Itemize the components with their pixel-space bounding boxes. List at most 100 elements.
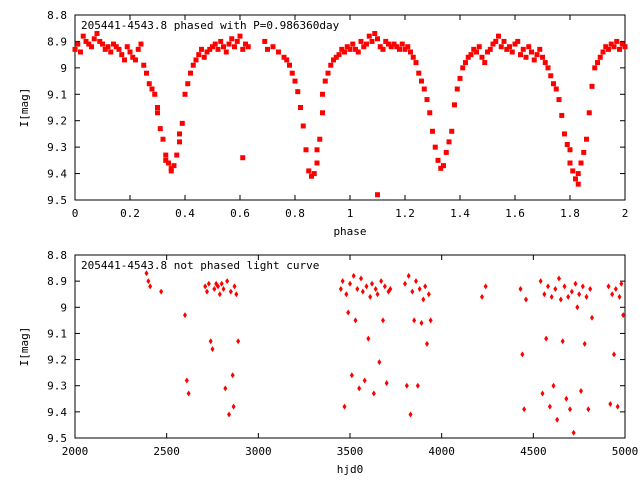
data-point (240, 46, 246, 52)
data-point (124, 44, 130, 50)
y-tick-label: 9.1 (47, 88, 67, 101)
data-point (210, 346, 215, 353)
data-point (144, 270, 149, 277)
data-point (551, 382, 556, 389)
data-point (435, 157, 441, 163)
data-point (581, 149, 587, 155)
data-point (610, 291, 615, 298)
data-point (210, 44, 215, 50)
data-point (216, 283, 220, 290)
data-point (370, 280, 374, 287)
data-point (331, 57, 336, 63)
data-point (584, 136, 589, 142)
data-point (417, 285, 422, 292)
data-point (212, 41, 218, 47)
data-point (351, 272, 356, 279)
data-point (546, 283, 550, 290)
data-point (423, 283, 428, 290)
data-point (537, 46, 543, 52)
data-point (579, 387, 583, 394)
data-point (424, 97, 430, 103)
data-points (144, 270, 626, 436)
data-point (544, 335, 549, 342)
data-point (350, 41, 356, 47)
phased-light-curve-panel: 8.8 8.9 9 9.1 9.2 9.3 9.4 9.5 0 0.2 0.4 0.6 0.8 1 1.2… (18, 9, 628, 238)
data-point (113, 44, 119, 50)
y-tick-labels: 8.8 8.9 9 9.1 9.2 9.3 9.4 9.5 (47, 9, 67, 207)
x-tick-label: 0.4 (175, 207, 195, 220)
x-tick-label: 0.6 (230, 207, 250, 220)
data-point (322, 78, 328, 84)
data-point (262, 38, 268, 44)
data-point (234, 291, 239, 298)
data-point (237, 33, 243, 39)
data-points (72, 31, 628, 198)
data-point (483, 283, 488, 290)
data-point (520, 351, 525, 358)
data-point (559, 112, 565, 118)
data-point (615, 403, 620, 410)
data-point (221, 44, 226, 50)
data-point (201, 54, 207, 60)
data-point (529, 49, 534, 55)
data-point (614, 38, 620, 44)
data-point (501, 38, 507, 44)
data-point (408, 411, 413, 418)
data-point (441, 163, 446, 169)
data-point (122, 57, 127, 63)
data-point (159, 288, 164, 295)
y-tick-label: 8.8 (47, 9, 67, 22)
data-point (325, 70, 331, 76)
data-point (410, 288, 415, 295)
data-point (474, 49, 479, 55)
data-point (465, 54, 471, 60)
data-point (348, 280, 352, 287)
data-point (419, 319, 424, 326)
data-point (384, 380, 389, 387)
data-point (155, 105, 160, 110)
data-point (611, 44, 617, 50)
data-point (346, 309, 351, 316)
x-tick-label: 3500 (337, 445, 364, 458)
data-point (186, 390, 191, 397)
data-point (526, 44, 532, 50)
data-point (270, 44, 276, 50)
data-point (548, 73, 554, 79)
data-point (547, 403, 552, 410)
data-point (403, 280, 407, 287)
data-point (116, 46, 122, 52)
data-point (425, 340, 429, 347)
data-point (619, 41, 625, 47)
data-point (148, 283, 153, 290)
data-point (498, 44, 504, 50)
data-point (245, 44, 251, 50)
data-point (217, 291, 222, 298)
x-tick-label: 1.6 (505, 207, 525, 220)
x-tick-labels: 2000 2500 3000 3500 4000 4500 5000 (62, 445, 639, 458)
data-point (212, 285, 217, 292)
data-point (567, 147, 573, 153)
data-point (177, 139, 182, 145)
x-tick-label: 4000 (428, 445, 455, 458)
data-point (155, 110, 160, 116)
x-tick-label: 1.2 (395, 207, 415, 220)
data-point (105, 44, 111, 50)
data-point (298, 105, 303, 110)
data-point (160, 136, 166, 142)
data-point (353, 317, 358, 324)
data-point (133, 57, 138, 63)
data-point (86, 41, 92, 47)
data-point (600, 49, 606, 55)
data-point (621, 312, 626, 319)
data-point (368, 293, 373, 300)
data-point (100, 41, 105, 47)
x-tick-label: 0.2 (120, 207, 140, 220)
data-point (295, 89, 301, 95)
data-point (218, 38, 224, 44)
data-point (416, 70, 422, 76)
data-point (292, 78, 298, 84)
data-point (344, 291, 349, 298)
x-tick-label: 0 (72, 207, 79, 220)
data-point (520, 46, 526, 52)
data-point (289, 70, 295, 76)
